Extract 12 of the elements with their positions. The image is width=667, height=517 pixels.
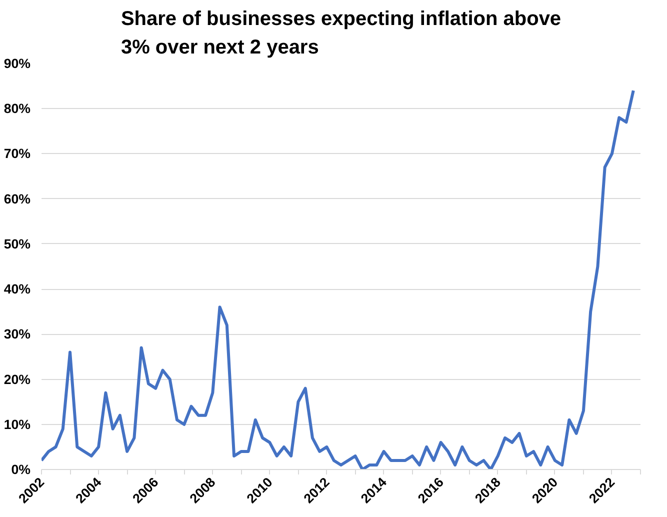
y-tick-label: 30% <box>4 326 31 342</box>
y-tick-label: 10% <box>4 416 31 432</box>
y-tick-label: 40% <box>4 282 31 297</box>
y-tick-label: 70% <box>4 146 31 162</box>
line-series <box>42 89 635 470</box>
y-tick-label: 90% <box>4 56 31 71</box>
y-tick-label: 60% <box>4 191 31 206</box>
chart-title: Share of businesses expecting inflation above 3% over next 2 years <box>120 8 562 58</box>
y-tick-label: 20% <box>4 372 31 387</box>
y-tick-label: 0% <box>11 462 31 477</box>
y-tick-label: 50% <box>4 236 31 252</box>
y-tick-label: 80% <box>4 101 31 116</box>
